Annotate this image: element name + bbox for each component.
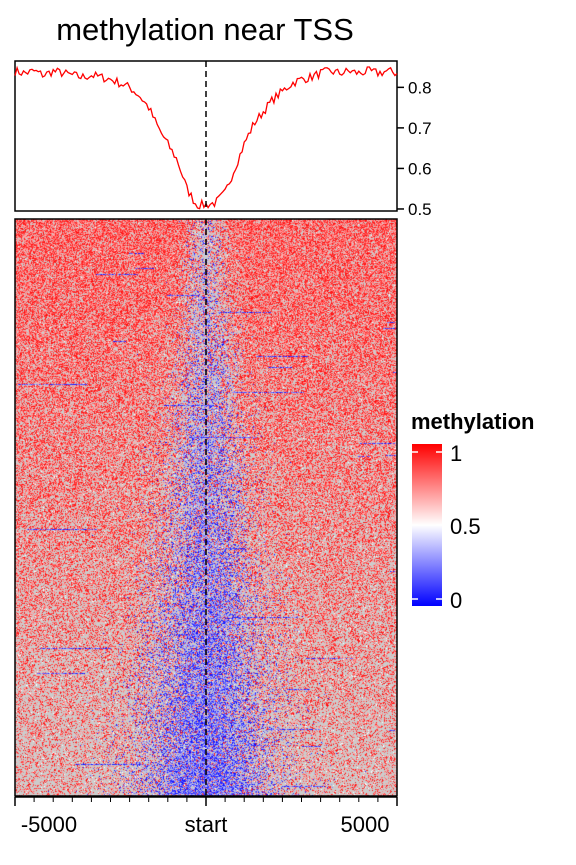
legend-label-high: 1 <box>450 441 462 466</box>
y-tick-label: 0.6 <box>408 159 432 178</box>
y-tick-label: 0.7 <box>408 119 432 138</box>
x-tick-label-right: 5000 <box>341 812 390 837</box>
legend-title: methylation <box>411 409 535 434</box>
profile-line <box>14 65 398 210</box>
heatmap-x-axis: -5000 start 5000 <box>14 796 398 837</box>
legend-label-mid: 0.5 <box>450 514 481 539</box>
x-tick-label-mid: start <box>185 812 228 837</box>
y-tick-label: 0.8 <box>408 78 432 97</box>
x-tick-label-left: -5000 <box>21 812 77 837</box>
profile-y-axis: 0.8 0.7 0.6 0.5 <box>397 78 432 219</box>
y-tick-label: 0.5 <box>408 200 432 219</box>
legend: 1 0.5 0 <box>412 441 481 613</box>
chart-title: methylation near TSS <box>56 12 354 47</box>
legend-label-low: 0 <box>450 588 462 613</box>
